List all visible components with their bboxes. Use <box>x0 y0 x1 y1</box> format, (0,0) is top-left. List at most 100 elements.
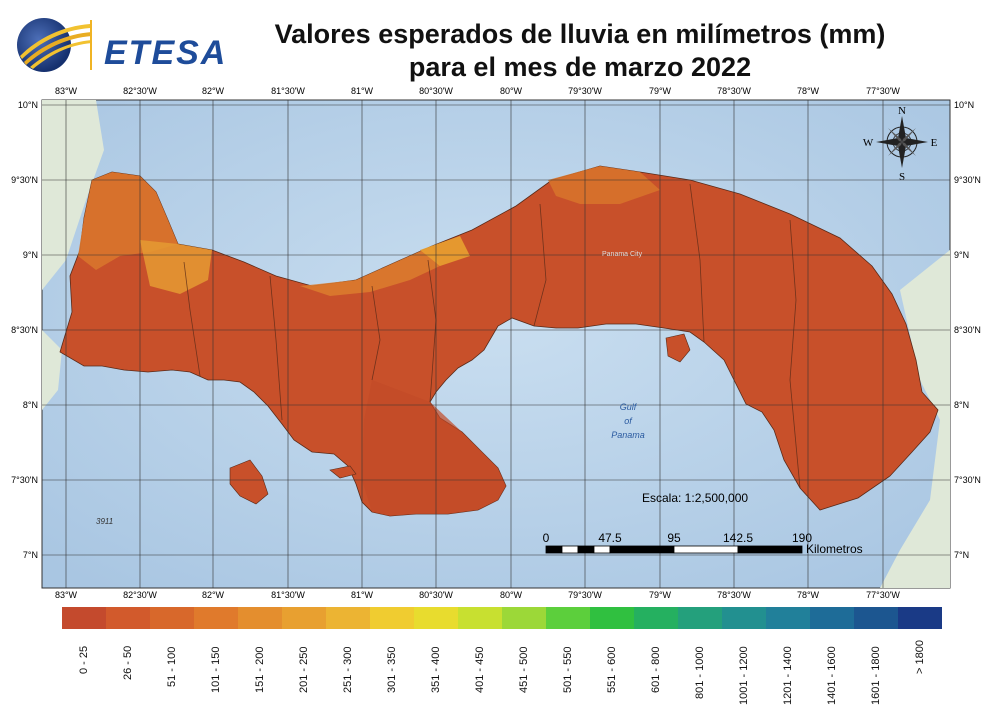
legend-swatch <box>854 607 899 629</box>
legend-swatch <box>194 607 239 629</box>
legend-label: 26 - 50 <box>122 646 134 681</box>
right-tick-label: 9°30'N <box>954 175 981 185</box>
top-tick-label: 77°30'W <box>866 86 900 96</box>
legend-label: 1001 - 1200 <box>738 646 750 706</box>
bottom-tick-label: 78°30'W <box>717 590 751 600</box>
legend-label: 251 - 300 <box>342 646 354 693</box>
legend-swatch <box>150 607 195 629</box>
scale-unit: Kilometros <box>806 542 863 556</box>
bottom-tick-label: 79°30'W <box>568 590 602 600</box>
top-tick-label: 79°W <box>649 86 672 96</box>
legend-swatch <box>502 607 547 629</box>
compass-s: S <box>899 171 905 183</box>
scale-label: 47.5 <box>598 531 622 545</box>
legend-swatch <box>414 607 459 629</box>
legend-label: 301 - 350 <box>386 646 398 693</box>
coiba-island <box>229 459 269 505</box>
depth-label: 3911 <box>96 517 113 526</box>
header: ETESA Valores esperados de lluvia en mil… <box>0 0 1000 82</box>
left-tick-label: 7°30'N <box>11 475 38 485</box>
legend-label: 451 - 500 <box>518 646 530 693</box>
logo-divider <box>90 20 92 70</box>
left-tick-label: 7°N <box>23 550 38 560</box>
scale-segment <box>561 545 579 554</box>
bottom-tick-label: 81°W <box>351 590 374 600</box>
map-title: Valores esperados de lluvia en milímetro… <box>250 18 910 84</box>
left-tick-label: 8°N <box>23 400 38 410</box>
legend-label: 51 - 100 <box>166 646 178 687</box>
top-tick-label: 82°30'W <box>123 86 157 96</box>
rain-zone-cocle-north <box>420 236 470 266</box>
legend-label: 1201 - 1400 <box>782 646 794 706</box>
scale-title: Escala: 1:2,500,000 <box>642 491 748 505</box>
compass-e: E <box>931 137 938 149</box>
scale-segment <box>673 545 739 554</box>
map-canvas: 83°W 83°W 82°30'W 82°30'W 82°W 82°W 81°30'W 81°… <box>11 86 981 600</box>
costa-rica-land <box>42 100 104 290</box>
legend-swatch <box>546 607 591 629</box>
legend-label: 151 - 200 <box>254 646 266 693</box>
legend-label: > 1800 <box>914 640 926 675</box>
bottom-tick-label: 79°W <box>649 590 672 600</box>
costa-rica-south-land <box>42 330 62 410</box>
legend-label: 1401 - 1600 <box>826 646 838 706</box>
legend-swatch <box>634 607 679 629</box>
rain-zone-chiriqui-north <box>140 240 212 294</box>
graticule <box>42 100 950 588</box>
bottom-tick-label: 80°30'W <box>419 590 453 600</box>
left-tick-label: 9°N <box>23 250 38 260</box>
title-line-1: Valores esperados de lluvia en milímetro… <box>274 19 886 49</box>
bottom-tick-label: 78°W <box>797 590 820 600</box>
rainfall-legend: 0 - 25 26 - 50 51 - 100 101 - 150 151 - 200 2… <box>62 607 943 707</box>
legend-swatch <box>370 607 415 629</box>
left-tick-label: 9°30'N <box>11 175 38 185</box>
bottom-tick-label: 81°30'W <box>271 590 305 600</box>
right-tick-label: 7°30'N <box>954 475 981 485</box>
legend-swatch <box>238 607 283 629</box>
legend-swatch <box>326 607 371 629</box>
bottom-tick-label: 82°30'W <box>123 590 157 600</box>
legend-label: 0 - 25 <box>78 646 90 675</box>
legend-swatch <box>62 607 107 629</box>
scale-segment <box>577 545 595 554</box>
legend-swatch <box>590 607 635 629</box>
scale-segment <box>593 545 611 554</box>
top-tick-label: 79°30'W <box>568 86 602 96</box>
scale-label: 142.5 <box>723 531 753 545</box>
province-boundaries <box>183 183 801 489</box>
legend-label: 1601 - 1800 <box>870 646 882 706</box>
top-tick-label: 81°W <box>351 86 374 96</box>
top-tick-label: 82°W <box>202 86 225 96</box>
legend-swatch <box>282 607 327 629</box>
gulf-of-panama-label: Gulf of Panama <box>611 402 645 440</box>
compass-w: W <box>863 137 874 149</box>
legend-swatch <box>810 607 855 629</box>
legend-label: 551 - 600 <box>606 646 618 693</box>
top-tick-label: 83°W <box>55 86 78 96</box>
etesa-logo: ETESA <box>8 12 248 74</box>
rainfall-map: 83°W 83°W 82°30'W 82°30'W 82°W 82°W 81°30'W 81°… <box>0 80 1000 600</box>
scale-segment <box>609 545 675 554</box>
legend-swatch <box>722 607 767 629</box>
left-tick-label: 8°30'N <box>11 325 38 335</box>
small-island <box>329 465 357 479</box>
colombia-land <box>880 250 950 588</box>
legend-swatch <box>898 607 943 629</box>
right-tick-label: 10°N <box>954 100 974 110</box>
right-tick-label: 8°N <box>954 400 969 410</box>
right-tick-label: 7°N <box>954 550 969 560</box>
city-label: Panama City <box>602 251 643 258</box>
pearl-islands <box>665 333 691 363</box>
compass-n: N <box>898 105 906 117</box>
scale-label: 0 <box>543 531 550 545</box>
bottom-tick-label: 77°30'W <box>866 590 900 600</box>
legend-swatch <box>106 607 151 629</box>
right-tick-label: 9°N <box>954 250 969 260</box>
rain-zone-colon <box>548 166 660 204</box>
left-tick-label: 10°N <box>18 100 38 110</box>
logo-text: ETESA <box>104 34 228 72</box>
top-tick-label: 78°30'W <box>717 86 751 96</box>
scale-label: 190 <box>792 531 812 545</box>
gulf-label-line-1: Gulf <box>620 402 638 412</box>
legend-label: 501 - 550 <box>562 646 574 693</box>
